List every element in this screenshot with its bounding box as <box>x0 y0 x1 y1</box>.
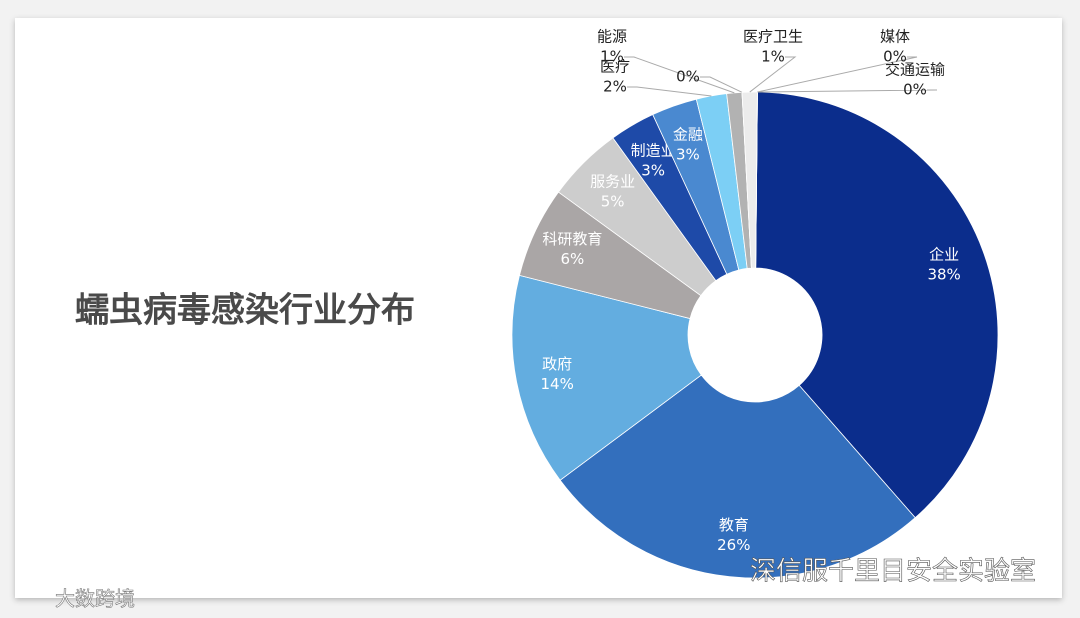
value-label: 0% <box>883 48 907 66</box>
category-label: 金融 <box>673 125 703 143</box>
category-label: 医疗卫生 <box>743 28 803 46</box>
category-label: 媒体 <box>880 28 910 46</box>
chart-title: 蠕虫病毒感染行业分布 <box>75 291 415 331</box>
category-label: 科研教育 <box>542 230 602 248</box>
value-label: 5% <box>601 193 625 211</box>
value-label: 2% <box>603 78 627 96</box>
value-label: 0% <box>903 81 927 99</box>
value-label: 1% <box>761 48 785 66</box>
leader-line <box>627 86 712 97</box>
slice <box>511 274 702 481</box>
watermark: 大数跨境 <box>55 587 135 611</box>
category-label: 交通运输 <box>885 61 945 79</box>
category-label: 企业 <box>929 245 959 263</box>
value-label: 1% <box>600 48 624 66</box>
leader-line <box>624 56 735 94</box>
category-label: 能源 <box>597 28 627 46</box>
pie: 企业38%教育26%政府14%科研教育6%服务业5%制造业3%金融3%医疗2%能… <box>511 28 999 579</box>
value-label: 3% <box>641 161 665 179</box>
slice <box>755 92 758 269</box>
leader-line <box>749 56 797 93</box>
value-label: 0% <box>676 68 700 86</box>
category-label: 服务业 <box>590 173 635 191</box>
value-label: 14% <box>541 375 574 393</box>
category-label: 教育 <box>719 516 749 534</box>
category-label: 政府 <box>542 355 572 373</box>
value-label: 38% <box>927 265 960 283</box>
watermark: 深信服千里目安全实验室 <box>750 557 1036 587</box>
value-label: 3% <box>676 145 700 163</box>
value-label: 26% <box>717 536 750 554</box>
category-label: 医疗 <box>600 58 630 76</box>
slice <box>755 91 999 519</box>
category-label: 制造业 <box>631 141 676 159</box>
leader-line <box>757 56 918 93</box>
value-label: 6% <box>560 250 584 268</box>
slice <box>559 374 916 579</box>
leader-line <box>757 89 938 93</box>
leader-line <box>700 76 743 93</box>
